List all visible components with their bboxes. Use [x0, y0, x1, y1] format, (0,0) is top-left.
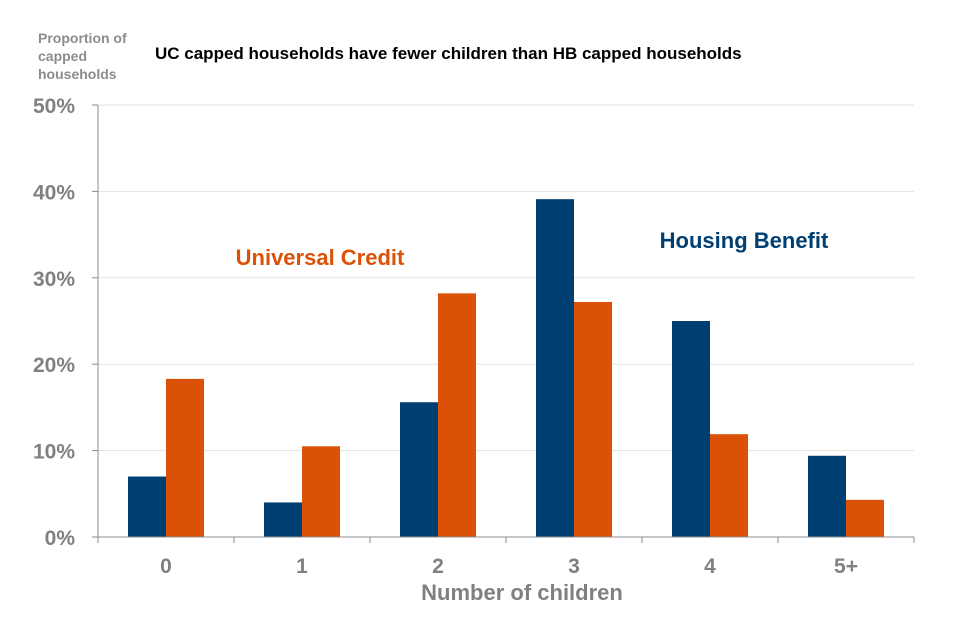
axes	[97, 105, 915, 543]
bar-universal-credit-1	[302, 446, 340, 537]
bar-universal-credit-4	[710, 434, 748, 537]
gridlines	[92, 104, 914, 538]
bar-universal-credit-3	[574, 301, 612, 537]
x-tick-label: 1	[296, 555, 308, 578]
y-tick-labels: 0% 10% 20% 30% 40% 50%	[33, 95, 75, 550]
series-label-universal-credit: Universal Credit	[236, 245, 405, 270]
y-tick-label: 40%	[33, 181, 75, 204]
x-axis-title: Number of children	[421, 580, 623, 605]
x-tick-label: 2	[432, 555, 444, 578]
y-tick-label: 10%	[33, 441, 75, 464]
x-tick-label: 4	[704, 555, 716, 578]
bar-housing-benefit-3	[536, 199, 574, 537]
bars	[128, 199, 884, 537]
x-tick-label: 5+	[834, 555, 858, 578]
x-tick-labels: 0 1 2 3 4 5+	[160, 555, 858, 578]
y-tick-label: 50%	[33, 95, 75, 118]
y-tick-label: 0%	[45, 527, 76, 550]
chart-title: UC capped households have fewer children…	[155, 44, 742, 63]
bar-housing-benefit-5+	[808, 455, 846, 537]
x-tick-label: 0	[160, 555, 172, 578]
bar-universal-credit-2	[438, 293, 476, 537]
series-label-housing-benefit: Housing Benefit	[660, 228, 829, 253]
bar-housing-benefit-0	[128, 476, 166, 537]
bar-housing-benefit-1	[264, 502, 302, 537]
x-tick-label: 3	[568, 555, 580, 578]
bar-universal-credit-5+	[846, 499, 884, 537]
bar-housing-benefit-2	[400, 402, 438, 537]
y-tick-label: 20%	[33, 354, 75, 377]
y-tick-label: 30%	[33, 268, 75, 291]
bar-housing-benefit-4	[672, 321, 710, 537]
bar-universal-credit-0	[166, 378, 204, 537]
y-axis-title: Proportion of capped households	[38, 30, 127, 82]
